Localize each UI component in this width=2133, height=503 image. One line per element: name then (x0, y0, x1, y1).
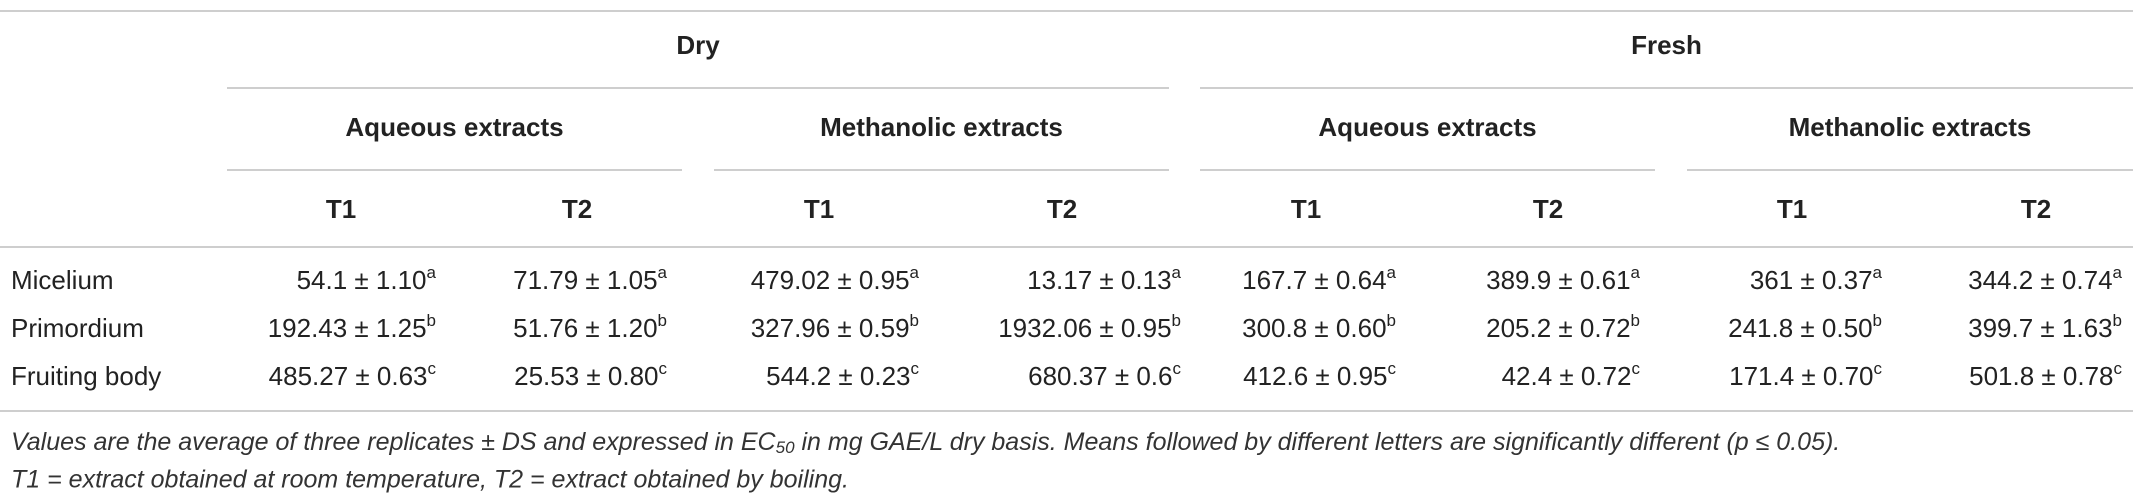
cell-value: 479.02 ± 0.95 (751, 265, 910, 295)
cell: 205.2 ± 0.72b (1486, 311, 1640, 342)
cell: 167.7 ± 0.64a (1242, 263, 1396, 294)
footnote-line: T1 = extract obtained at room temperatur… (11, 466, 849, 494)
cell-sup: c (659, 359, 668, 378)
cell-value: 71.79 ± 1.05 (513, 265, 657, 295)
column-header: T1 (1777, 194, 1807, 224)
cell-sup: c (1874, 359, 1883, 378)
cell: 25.53 ± 0.80c (514, 359, 667, 390)
cell-value: 171.4 ± 0.70 (1729, 361, 1873, 391)
cell-sup: c (911, 359, 920, 378)
cell-value: 241.8 ± 0.50 (1728, 313, 1872, 343)
cell: 300.8 ± 0.60b (1242, 311, 1396, 342)
cell-value: 42.4 ± 0.72 (1502, 361, 1632, 391)
cell-sup: b (658, 311, 667, 330)
cell: 344.2 ± 0.74a (1968, 263, 2122, 294)
cell-sup: a (1172, 263, 1182, 282)
cell-value: 544.2 ± 0.23 (766, 361, 910, 391)
cell-sup: a (910, 263, 920, 282)
cell-value: 361 ± 0.37 (1750, 265, 1873, 295)
cell-sup: a (2113, 263, 2123, 282)
cell: 54.1 ± 1.10a (297, 263, 437, 294)
footnote-line: Values are the average of three replicat… (11, 428, 1840, 458)
cell-value: 680.37 ± 0.6 (1028, 361, 1172, 391)
cell-sup: b (2113, 311, 2122, 330)
cell: 71.79 ± 1.05a (513, 263, 667, 294)
cell: 327.96 ± 0.59b (751, 311, 919, 342)
column-header: T1 (1291, 194, 1321, 224)
cell-value: 167.7 ± 0.64 (1242, 265, 1386, 295)
cell-sup: b (1172, 311, 1181, 330)
cell-value: 192.43 ± 1.25 (268, 313, 427, 343)
group-header: Fresh (1631, 30, 1702, 60)
cell-value: 1932.06 ± 0.95 (998, 313, 1171, 343)
cell: 1932.06 ± 0.95b (998, 311, 1181, 342)
cell-value: 344.2 ± 0.74 (1968, 265, 2112, 295)
cell-sup: b (427, 311, 436, 330)
cell: 42.4 ± 0.72c (1502, 359, 1641, 390)
cell: 399.7 ± 1.63b (1968, 311, 2122, 342)
column-header: T2 (1533, 194, 1563, 224)
cell-value: 501.8 ± 0.78 (1969, 361, 2113, 391)
cell: 361 ± 0.37a (1750, 263, 1883, 294)
cell-value: 25.53 ± 0.80 (514, 361, 658, 391)
cell-value: 205.2 ± 0.72 (1486, 313, 1630, 343)
cell: 501.8 ± 0.78c (1969, 359, 2122, 390)
cell: 171.4 ± 0.70c (1729, 359, 1882, 390)
cell-sup: a (1631, 263, 1641, 282)
row-label: Fruiting body (11, 361, 161, 391)
column-header: T2 (1047, 194, 1077, 224)
cell: 241.8 ± 0.50b (1728, 311, 1882, 342)
cell-sup: a (1873, 263, 1883, 282)
subgroup-header: Aqueous extracts (1318, 112, 1536, 142)
cell-sup: c (1173, 359, 1182, 378)
row-label: Micelium (11, 265, 114, 295)
cell-sup: a (658, 263, 668, 282)
cell-value: 389.9 ± 0.61 (1486, 265, 1630, 295)
subgroup-header: Methanolic extracts (1789, 112, 2032, 142)
column-header: T1 (326, 194, 356, 224)
cell-value: 13.17 ± 0.13 (1027, 265, 1171, 295)
cell-value: 485.27 ± 0.63 (269, 361, 428, 391)
cell: 389.9 ± 0.61a (1486, 263, 1640, 294)
cell-sup: c (1632, 359, 1641, 378)
footnote-text: in mg GAE/L dry basis. Means followed by… (795, 428, 1841, 456)
cell-sup: b (910, 311, 919, 330)
cell: 479.02 ± 0.95a (751, 263, 920, 294)
footnote-sub: 50 (776, 438, 795, 457)
cell: 412.6 ± 0.95c (1243, 359, 1396, 390)
subgroup-header: Aqueous extracts (345, 112, 563, 142)
cell: 192.43 ± 1.25b (268, 311, 436, 342)
cell-sup: c (1388, 359, 1397, 378)
column-header: T2 (562, 194, 592, 224)
cell-value: 399.7 ± 1.63 (1968, 313, 2112, 343)
cell-value: 300.8 ± 0.60 (1242, 313, 1386, 343)
cell-sup: a (1387, 263, 1397, 282)
cell-value: 327.96 ± 0.59 (751, 313, 910, 343)
footnote-text: Values are the average of three replicat… (11, 428, 777, 456)
cell-sup: b (1873, 311, 1882, 330)
cell: 51.76 ± 1.20b (513, 311, 667, 342)
cell-value: 51.76 ± 1.20 (513, 313, 657, 343)
subgroup-header: Methanolic extracts (820, 112, 1063, 142)
cell-value: 54.1 ± 1.10 (297, 265, 427, 295)
column-header: T1 (804, 194, 834, 224)
cell-sup: a (427, 263, 437, 282)
row-label: Primordium (11, 313, 144, 343)
cell-value: 412.6 ± 0.95 (1243, 361, 1387, 391)
cell: 544.2 ± 0.23c (766, 359, 919, 390)
group-header: Dry (676, 30, 720, 60)
cell-sup: c (428, 359, 437, 378)
cell-sup: c (2114, 359, 2123, 378)
cell: 680.37 ± 0.6c (1028, 359, 1181, 390)
cell: 485.27 ± 0.63c (269, 359, 437, 390)
cell-sup: b (1387, 311, 1396, 330)
cell: 13.17 ± 0.13a (1027, 263, 1181, 294)
cell-sup: b (1631, 311, 1640, 330)
column-header: T2 (2021, 194, 2051, 224)
